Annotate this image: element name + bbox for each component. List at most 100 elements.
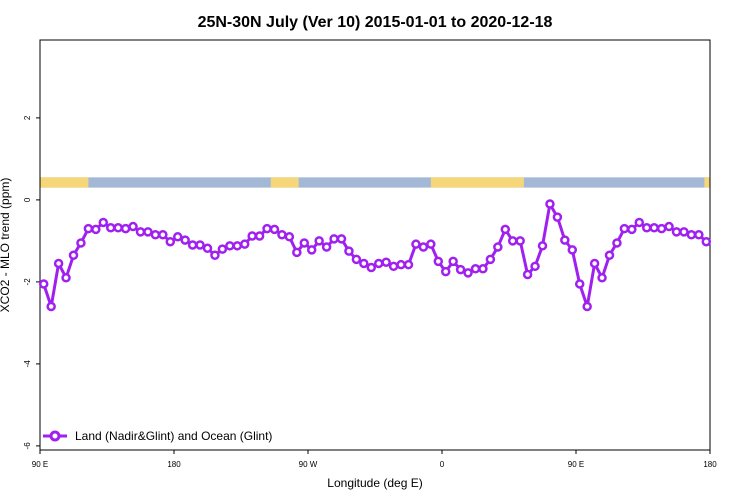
data-point — [120, 223, 131, 234]
data-point — [515, 236, 525, 246]
land-segment-2 — [430, 177, 524, 188]
y-tick-label-1: 0 — [23, 197, 32, 202]
data-point — [210, 250, 220, 260]
data-point — [388, 261, 399, 272]
land-segment-3 — [704, 177, 710, 188]
data-point — [254, 231, 265, 241]
data-point — [686, 230, 697, 240]
series-layer — [38, 199, 712, 312]
data-point — [701, 236, 712, 247]
data-point — [418, 242, 429, 252]
data-point — [522, 269, 533, 280]
data-point — [567, 245, 578, 255]
data-point — [664, 221, 674, 232]
data-point — [217, 244, 228, 254]
data-point — [478, 264, 488, 274]
land-segment-1 — [270, 177, 299, 188]
data-point — [493, 242, 503, 252]
data-point — [433, 256, 444, 267]
y-axis-label: XCO2 - MLO trend (ppm) — [0, 178, 12, 313]
y-tick-label-2: -2 — [23, 278, 32, 286]
data-point — [158, 230, 168, 240]
data-point — [172, 232, 183, 242]
data-point — [247, 231, 257, 241]
data-point — [604, 250, 615, 260]
data-point — [277, 230, 287, 240]
data-point — [187, 240, 198, 250]
data-point — [329, 234, 339, 244]
data-point — [589, 258, 600, 269]
land-segment-0 — [40, 177, 89, 188]
legend-label: Land (Nadir&Glint) and Ocean (Glint) — [75, 429, 272, 443]
x-axis-label: Longitude (deg E) — [327, 476, 422, 490]
data-point — [612, 238, 622, 248]
data-point — [530, 261, 540, 272]
data-point — [61, 273, 71, 283]
data-point — [440, 266, 451, 277]
data-point — [485, 254, 496, 265]
data-point — [306, 245, 317, 255]
data-point — [143, 227, 153, 237]
data-point — [679, 227, 689, 237]
data-point — [292, 247, 302, 258]
data-point — [366, 262, 377, 273]
data-point — [455, 264, 466, 275]
axis-ticks: 90 E 180 90 W 0 90 E 180 2 0 -2 -4 -6 — [23, 115, 717, 469]
data-point — [634, 217, 645, 228]
data-point — [463, 268, 473, 278]
data-point — [649, 223, 659, 233]
data-point — [411, 239, 421, 249]
legend-marker — [49, 430, 61, 442]
data-point — [641, 223, 652, 233]
data-point — [619, 223, 630, 234]
data-point — [537, 241, 548, 251]
data-point — [426, 239, 436, 249]
data-point — [76, 238, 86, 248]
data-point — [98, 217, 109, 228]
data-point — [500, 224, 511, 235]
x-tick-label-3: 0 — [440, 460, 445, 469]
data-point — [180, 235, 190, 245]
data-point — [314, 236, 324, 246]
x-tick-label-1: 180 — [167, 460, 181, 469]
data-point — [128, 221, 138, 232]
data-point — [53, 258, 64, 269]
legend: Land (Nadir&Glint) and Ocean (Glint) — [43, 429, 272, 443]
data-point — [545, 199, 555, 209]
chart-title: 25N-30N July (Ver 10) 2015-01-01 to 2020… — [198, 14, 553, 31]
data-point — [373, 258, 384, 269]
data-point — [202, 243, 213, 254]
x-tick-label-2: 90 W — [299, 460, 318, 469]
data-point — [239, 239, 250, 249]
data-point — [232, 241, 243, 251]
data-point — [552, 212, 563, 222]
plot-frame — [39, 39, 711, 451]
data-point — [135, 227, 146, 237]
x-tick-label-0: 90 E — [32, 460, 48, 469]
data-point — [299, 238, 310, 248]
data-point — [91, 224, 101, 235]
data-point — [560, 235, 570, 245]
surface-strip — [40, 177, 710, 188]
data-point — [284, 232, 295, 242]
data-point — [269, 224, 280, 235]
y-tick-label-4: -6 — [23, 442, 32, 450]
data-point — [656, 223, 667, 234]
data-point — [68, 250, 79, 260]
data-point — [694, 230, 704, 240]
data-point — [225, 241, 235, 251]
data-point — [321, 242, 332, 252]
data-point — [359, 258, 369, 269]
y-tick-label-0: 2 — [23, 115, 32, 120]
data-point — [46, 301, 56, 312]
data-point — [165, 236, 176, 247]
data-point — [113, 223, 123, 233]
data-point — [448, 256, 458, 267]
data-point — [597, 273, 607, 283]
data-point — [507, 236, 518, 246]
data-point — [574, 279, 585, 289]
data-point — [627, 224, 637, 235]
y-tick-label-3: -4 — [23, 360, 32, 368]
data-point — [403, 259, 414, 270]
x-tick-label-4: 90 E — [568, 460, 584, 469]
